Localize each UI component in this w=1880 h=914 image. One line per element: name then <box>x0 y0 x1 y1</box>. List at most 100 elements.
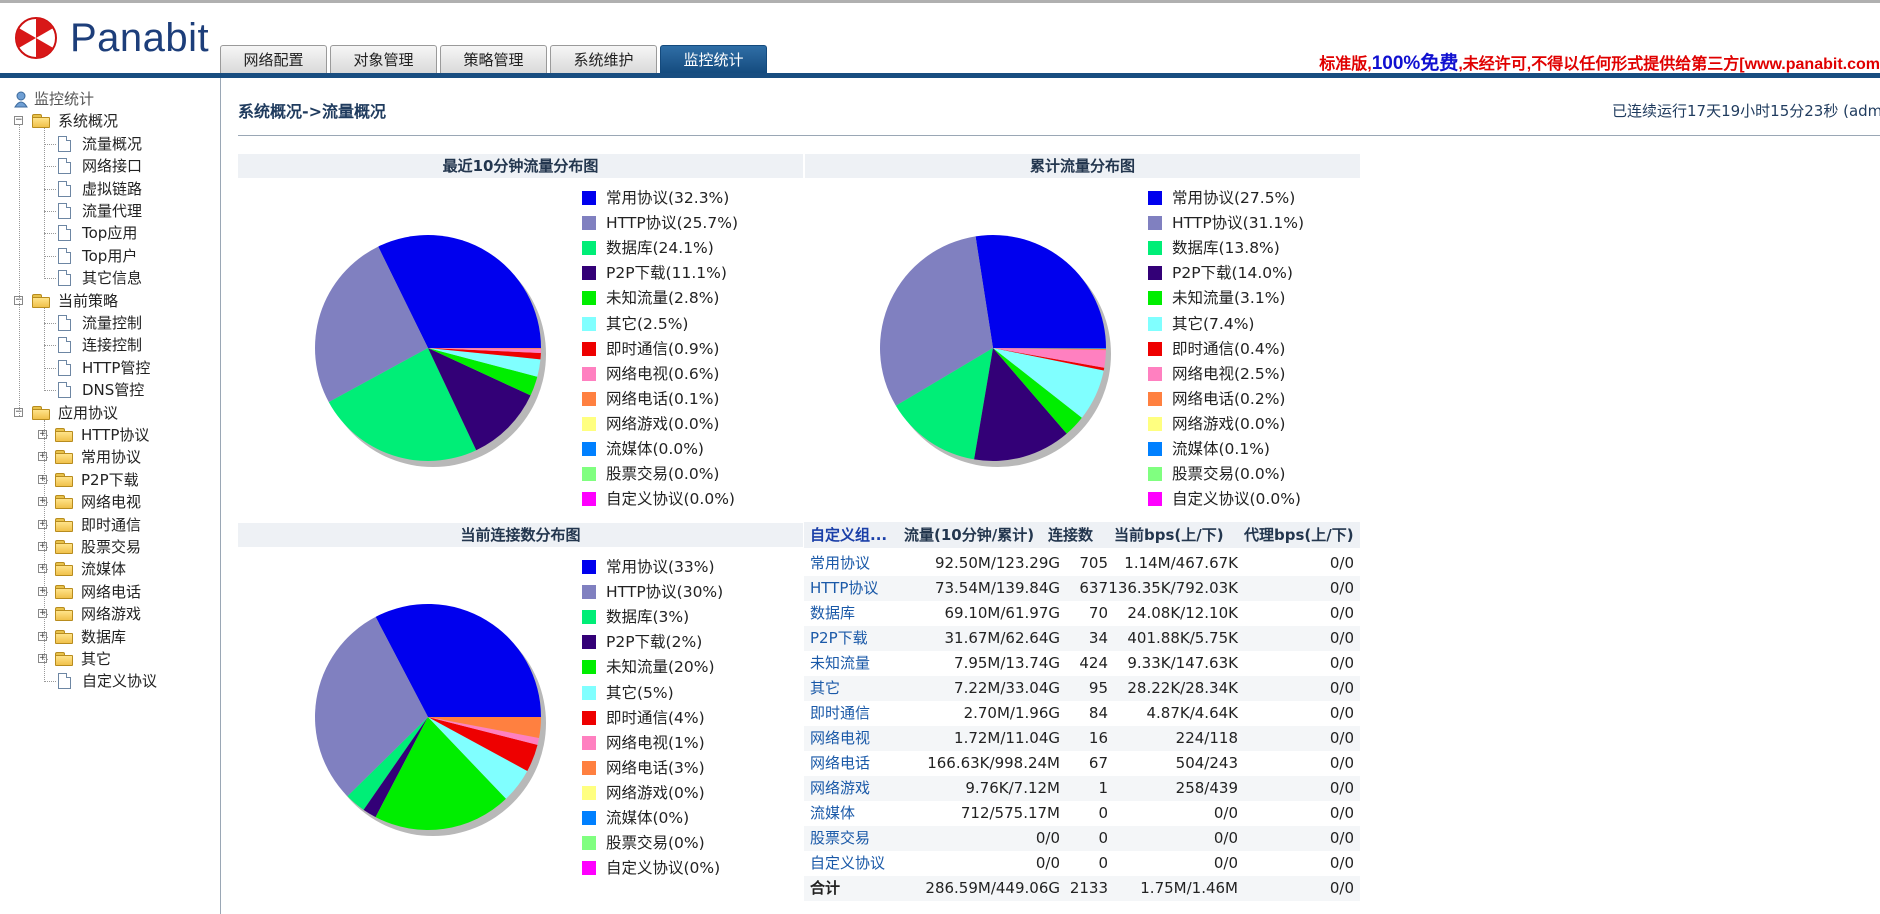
table-cell: 424 <box>1079 654 1108 672</box>
tree-item[interactable]: 虚拟链路 <box>0 178 220 200</box>
tree-subfolder[interactable]: + 网络电视 <box>0 491 220 513</box>
tree-subfolder[interactable]: + 网络游戏 <box>0 603 220 625</box>
tree-subfolder[interactable]: + 常用协议 <box>0 446 220 468</box>
table-cell: 0/0 <box>1329 879 1354 897</box>
legend-label: 即时通信(0.4%) <box>1172 339 1286 358</box>
pie-slice-0 <box>375 604 541 717</box>
table-cell: 84 <box>1088 704 1108 722</box>
tree-subfolder[interactable]: + P2P下载 <box>0 469 220 491</box>
protocol-link[interactable]: 其它 <box>810 679 841 697</box>
legend-swatch <box>1148 366 1162 381</box>
tree-item[interactable]: 流量概况 <box>0 133 220 155</box>
expand-toggle-icon[interactable]: + <box>38 473 47 484</box>
tree-subfolder[interactable]: + HTTP协议 <box>0 424 220 446</box>
document-icon <box>58 225 71 242</box>
chart-title-0: 最近10分钟流量分布图 <box>238 154 803 178</box>
document-icon <box>58 203 71 219</box>
header: Panabit 网络配置 对象管理 策略管理 系统维护 监控统计 标准版,100%免费,… <box>0 0 1880 78</box>
collapse-toggle-icon[interactable]: − <box>14 406 23 417</box>
tree-group-1[interactable]: − 当前策略 <box>0 290 220 312</box>
protocol-link[interactable]: 自定义协议 <box>810 854 886 872</box>
legend-label: 未知流量(20%) <box>606 658 715 677</box>
collapse-toggle-icon[interactable]: − <box>14 115 23 126</box>
protocol-link[interactable]: 未知流量 <box>810 654 871 672</box>
table-cell: 1.72M/11.04G <box>954 729 1060 747</box>
table-cell: 24.08K/12.10K <box>1127 604 1238 622</box>
expand-toggle-icon[interactable]: + <box>38 585 47 596</box>
tree-item[interactable]: Top用户 <box>0 245 220 267</box>
tab-4[interactable]: 监控统计 <box>660 45 767 74</box>
protocol-link[interactable]: 网络电话 <box>810 754 871 772</box>
tree-item-label: 数据库 <box>81 627 127 646</box>
tree-item[interactable]: 自定义协议 <box>0 670 220 692</box>
expand-toggle-icon[interactable]: + <box>38 630 47 641</box>
tab-2[interactable]: 策略管理 <box>440 45 547 74</box>
tree-group-label: 当前策略 <box>58 291 119 310</box>
tree-root[interactable]: 监控统计 <box>0 88 220 110</box>
folder-icon <box>55 540 74 554</box>
legend-label: 网络电视(0.6%) <box>606 364 720 383</box>
legend-label: 流媒体(0.1%) <box>1172 440 1270 458</box>
expand-toggle-icon[interactable]: + <box>38 541 47 551</box>
tree-root-label: 监控统计 <box>34 90 95 108</box>
tree-item[interactable]: 流量代理 <box>0 200 220 222</box>
expand-toggle-icon[interactable]: + <box>38 429 47 439</box>
table-cell: 0/0 <box>1329 729 1354 747</box>
protocol-link[interactable]: 流媒体 <box>810 804 856 822</box>
tree-item-label: 网络接口 <box>82 157 143 176</box>
protocol-link[interactable]: P2P下载 <box>810 629 868 647</box>
legend-swatch <box>582 266 596 281</box>
tree-subfolder[interactable]: + 即时通信 <box>0 514 220 536</box>
tree-connector <box>44 323 56 324</box>
protocol-link[interactable]: 网络游戏 <box>810 779 871 797</box>
tree-group-2[interactable]: − 应用协议 <box>0 402 220 424</box>
tree-subfolder[interactable]: + 流媒体 <box>0 558 220 580</box>
table-header-cell[interactable]: 自定义组... <box>810 526 888 544</box>
table-row: 未知流量 7.95M/13.74G 424 9.33K/147.63K 0/0 <box>804 651 1360 676</box>
tree-item[interactable]: DNS管控 <box>0 379 220 401</box>
expand-toggle-icon[interactable]: + <box>38 608 47 619</box>
table-header-cell: 流量(10分钟/累计) <box>904 526 1035 544</box>
table-row: 常用协议 92.50M/123.29G 705 1.14M/467.67K 0/0 <box>804 551 1360 576</box>
tab-3[interactable]: 系统维护 <box>550 45 657 74</box>
protocol-link[interactable]: 即时通信 <box>810 704 871 722</box>
table-cell: 0/0 <box>1213 804 1238 822</box>
expand-toggle-icon[interactable]: + <box>38 496 47 507</box>
legend-swatch <box>582 610 596 625</box>
protocol-link[interactable]: 常用协议 <box>810 554 871 572</box>
protocol-link[interactable]: 网络电视 <box>810 729 871 747</box>
tree-subfolder[interactable]: + 数据库 <box>0 626 220 648</box>
expand-toggle-icon[interactable]: + <box>38 563 47 574</box>
tab-0[interactable]: 网络配置 <box>220 45 327 74</box>
tree-subfolder[interactable]: + 股票交易 <box>0 536 220 558</box>
expand-toggle-icon[interactable]: + <box>38 451 47 462</box>
expand-toggle-icon[interactable]: + <box>38 653 47 663</box>
tree-item[interactable]: 其它信息 <box>0 267 220 289</box>
tree-item[interactable]: 连接控制 <box>0 334 220 356</box>
expand-toggle-icon[interactable]: + <box>38 518 47 529</box>
pie-slice-5 <box>428 717 528 799</box>
protocol-link[interactable]: 股票交易 <box>810 829 871 847</box>
tree-item[interactable]: 流量控制 <box>0 312 220 334</box>
protocol-link[interactable]: HTTP协议 <box>810 579 879 597</box>
pie-slice-3 <box>428 348 531 451</box>
tree-item-label: 其它信息 <box>82 269 143 288</box>
legend-label: 自定义协议(0%) <box>606 859 721 878</box>
tree-item[interactable]: Top应用 <box>0 222 220 244</box>
table-cell: 0/0 <box>1329 604 1354 622</box>
tree-subfolder[interactable]: + 网络电话 <box>0 581 220 603</box>
license-suffix: ,未经许可,不得以任何形式提供给第三方[www.panabit.com <box>1458 56 1880 73</box>
legend-label: 其它(5%) <box>606 683 674 702</box>
tree-group-0[interactable]: − 系统概况 <box>0 110 220 132</box>
table-cell: 1 <box>1098 779 1108 797</box>
tree-connector <box>44 390 56 392</box>
collapse-toggle-icon[interactable]: − <box>14 294 23 305</box>
table-cell: 0/0 <box>1213 854 1238 872</box>
tree-subfolder[interactable]: + 其它 <box>0 648 220 670</box>
tree-item[interactable]: 网络接口 <box>0 155 220 177</box>
pie-slice-6 <box>428 717 538 771</box>
tab-1[interactable]: 对象管理 <box>330 45 437 74</box>
tree-item[interactable]: HTTP管控 <box>0 357 220 379</box>
table-cell: 9.76K/7.12M <box>965 779 1060 797</box>
protocol-link[interactable]: 数据库 <box>810 604 856 622</box>
